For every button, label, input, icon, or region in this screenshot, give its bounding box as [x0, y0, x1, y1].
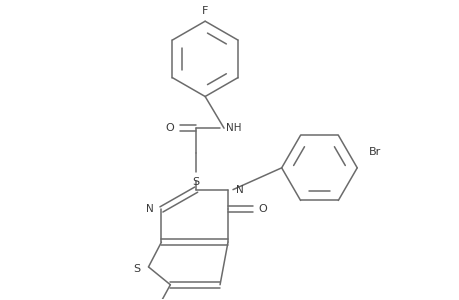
Text: F: F — [202, 6, 208, 16]
Text: S: S — [192, 177, 199, 187]
Text: NH: NH — [226, 123, 241, 133]
Text: O: O — [165, 123, 174, 133]
Text: N: N — [235, 184, 243, 195]
Text: S: S — [133, 264, 140, 274]
Text: O: O — [258, 204, 267, 214]
Text: Br: Br — [368, 147, 381, 157]
Text: N: N — [146, 204, 153, 214]
